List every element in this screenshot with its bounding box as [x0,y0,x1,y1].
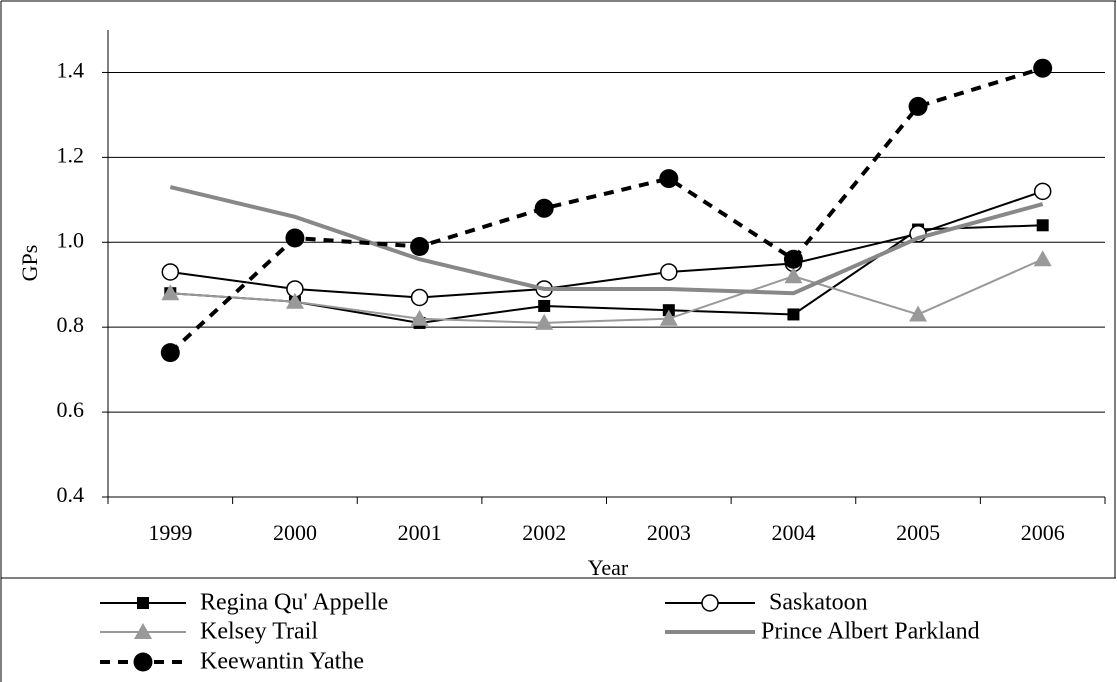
marker [659,309,678,326]
y-tick-label: 1.4 [57,58,85,83]
x-tick-label: 2003 [647,520,691,545]
y-tick-label: 0.8 [57,312,85,337]
marker [908,96,928,116]
marker [410,237,430,257]
series-line [170,258,1044,324]
legend: Regina Qu' Appelle Saskatoon Kelsey Trail P… [100,590,980,675]
y-tick-label: 0.6 [57,397,85,422]
legend-label: Keewantin Yathe [200,649,364,675]
marker [1036,219,1049,232]
marker [535,313,554,330]
x-tick-label: 2006 [1021,520,1065,545]
series-line [169,185,1044,296]
series-line [168,66,1044,355]
y-tick-label: 1.2 [57,142,85,167]
marker [660,263,678,281]
marker [160,343,180,363]
marker [1033,58,1053,78]
marker [285,228,305,248]
marker [538,299,551,312]
legend-marker [137,597,149,609]
marker [1033,250,1052,267]
y-axis-label: GPs [17,245,42,282]
series-line [170,190,1044,299]
marker [410,309,429,326]
y-tick-label: 1.0 [57,227,85,252]
x-tick-label: 2002 [522,520,566,545]
marker [659,169,679,189]
marker [410,288,429,307]
marker [161,284,180,301]
legend-marker [134,623,152,639]
x-tick-label: 2001 [398,520,442,545]
marker [784,267,803,284]
legend-label: Kelsey Trail [200,619,318,645]
marker [787,308,800,321]
legend-marker [133,652,153,672]
x-tick-label: 1999 [148,520,192,545]
marker [285,292,304,309]
x-tick-label: 2004 [771,520,815,545]
y-tick-label: 0.4 [57,482,85,507]
x-axis-label: Year [588,555,629,580]
legend-label: Regina Qu' Appelle [200,590,388,616]
legend-marker [701,594,719,612]
legend-label: Prince Albert Parkland [761,619,980,645]
marker [534,198,554,218]
legend-label: Saskatoon [769,590,868,616]
x-tick-label: 2000 [273,520,317,545]
marker [783,249,803,269]
marker [161,263,180,281]
x-tick-label: 2005 [896,520,940,545]
marker [1033,182,1052,201]
marker [909,305,928,322]
